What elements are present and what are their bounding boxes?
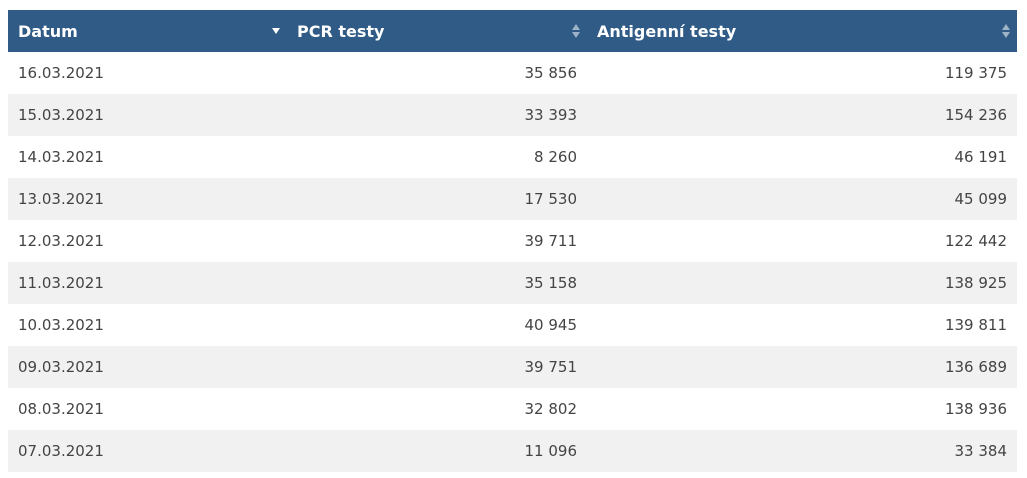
cell-pcr: 35 158 xyxy=(524,274,578,292)
cell-date: 12.03.2021 xyxy=(18,232,104,250)
cell-pcr: 17 530 xyxy=(524,190,578,208)
cell-antigen: 138 936 xyxy=(944,400,1007,418)
cell-pcr: 8 260 xyxy=(534,148,577,166)
table-row: 11.03.2021 35 158 138 925 xyxy=(8,262,1017,304)
table-row: 14.03.2021 8 260 46 191 xyxy=(8,136,1017,178)
cell-date: 15.03.2021 xyxy=(18,106,104,124)
cell-date: 08.03.2021 xyxy=(18,400,104,418)
cell-antigen: 136 689 xyxy=(944,358,1007,376)
cell-antigen: 46 191 xyxy=(954,148,1008,166)
table-row: 13.03.2021 17 530 45 099 xyxy=(8,178,1017,220)
table-row: 10.03.2021 40 945 139 811 xyxy=(8,304,1017,346)
table-body: 16.03.2021 35 856 119 375 15.03.2021 33 … xyxy=(8,52,1017,472)
column-header-label: Antigenní testy xyxy=(597,21,737,41)
cell-pcr: 39 711 xyxy=(524,232,578,250)
cell-antigen: 154 236 xyxy=(944,106,1007,124)
table-row: 16.03.2021 35 856 119 375 xyxy=(8,52,1017,94)
cell-date: 14.03.2021 xyxy=(18,148,104,166)
column-header-datum[interactable]: Datum xyxy=(8,10,287,52)
cell-date: 13.03.2021 xyxy=(18,190,104,208)
cell-antigen: 33 384 xyxy=(954,442,1008,460)
column-header-label: Datum xyxy=(18,21,78,41)
cell-date: 09.03.2021 xyxy=(18,358,104,376)
cell-antigen: 122 442 xyxy=(944,232,1007,250)
column-header-antigen[interactable]: Antigenní testy xyxy=(587,10,1017,52)
cell-date: 10.03.2021 xyxy=(18,316,104,334)
cell-pcr: 33 393 xyxy=(524,106,578,124)
cell-pcr: 35 856 xyxy=(524,64,578,82)
sort-both-icon[interactable] xyxy=(1001,23,1011,39)
cell-antigen: 139 811 xyxy=(944,316,1007,334)
cell-pcr: 11 096 xyxy=(524,442,578,460)
column-header-pcr[interactable]: PCR testy xyxy=(287,10,587,52)
table-row: 07.03.2021 11 096 33 384 xyxy=(8,430,1017,472)
cell-date: 16.03.2021 xyxy=(18,64,104,82)
table-header-row: Datum PCR testy xyxy=(8,10,1017,52)
sort-both-icon[interactable] xyxy=(571,23,581,39)
cell-date: 07.03.2021 xyxy=(18,442,104,460)
cell-date: 11.03.2021 xyxy=(18,274,104,292)
sort-descending-icon[interactable] xyxy=(271,27,281,35)
cell-pcr: 32 802 xyxy=(524,400,578,418)
table-row: 12.03.2021 39 711 122 442 xyxy=(8,220,1017,262)
cell-antigen: 138 925 xyxy=(944,274,1007,292)
tests-table: Datum PCR testy xyxy=(8,10,1017,472)
cell-pcr: 40 945 xyxy=(524,316,578,334)
cell-antigen: 45 099 xyxy=(954,190,1008,208)
table-row: 15.03.2021 33 393 154 236 xyxy=(8,94,1017,136)
column-header-label: PCR testy xyxy=(297,21,385,41)
table-row: 09.03.2021 39 751 136 689 xyxy=(8,346,1017,388)
table-row: 08.03.2021 32 802 138 936 xyxy=(8,388,1017,430)
cell-pcr: 39 751 xyxy=(524,358,578,376)
cell-antigen: 119 375 xyxy=(944,64,1007,82)
tests-table-container: Datum PCR testy xyxy=(8,10,1017,472)
